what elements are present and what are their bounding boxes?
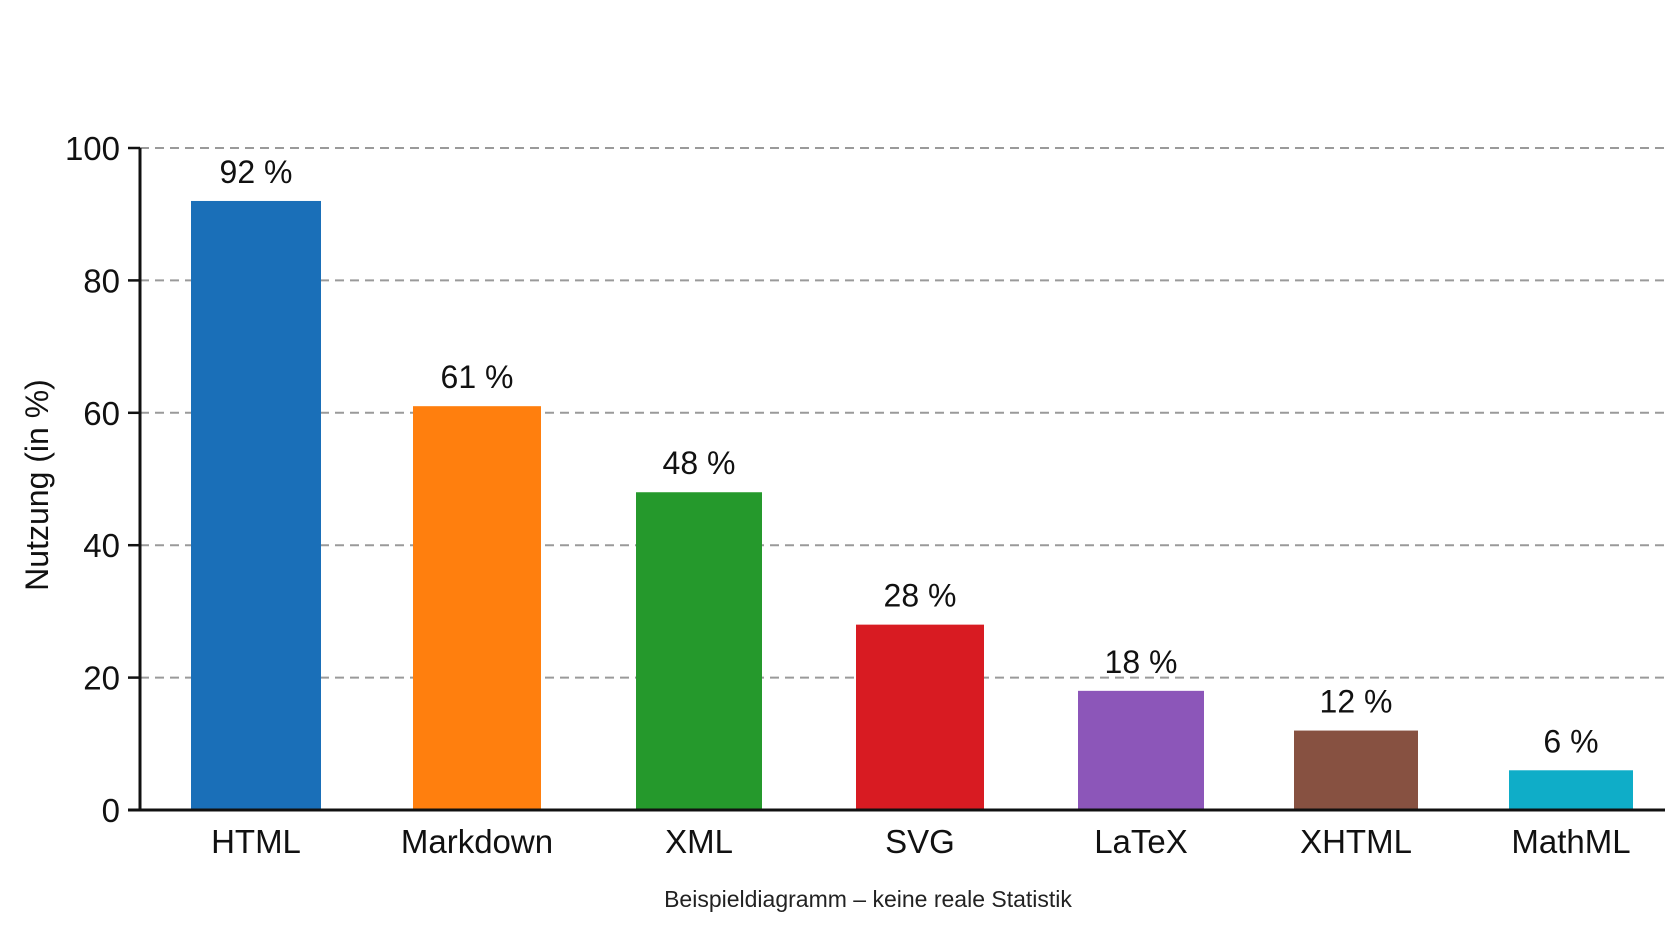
bar-markdown <box>413 406 541 810</box>
data-label-markdown: 61 % <box>441 359 514 395</box>
y-tick-label: 100 <box>65 130 120 167</box>
x-tick-label-xhtml: XHTML <box>1300 823 1412 860</box>
data-label-mathml: 6 % <box>1543 723 1598 759</box>
data-labels: 92 % 61 % 48 % 28 % 18 % 12 % 6 % <box>220 154 1599 759</box>
x-tick-label-latex: LaTeX <box>1094 823 1188 860</box>
bar-html <box>191 200 321 810</box>
x-tick-labels: HTML Markdown XML SVG LaTeX XHTML MathML <box>211 823 1631 860</box>
bar-mathml <box>1509 770 1633 810</box>
y-axis-title: Nutzung (in %) <box>19 379 55 591</box>
data-label-xml: 48 % <box>663 445 736 481</box>
x-tick-label-markdown: Markdown <box>401 823 553 860</box>
bar-svg <box>856 624 984 810</box>
bar-latex <box>1078 690 1204 810</box>
data-label-latex: 18 % <box>1105 644 1178 680</box>
data-label-html: 92 % <box>220 154 293 190</box>
y-tick-label: 80 <box>83 262 120 299</box>
y-tick-labels: 0 20 40 60 80 100 <box>65 130 140 829</box>
data-label-xhtml: 12 % <box>1320 684 1393 720</box>
bar-xhtml <box>1294 730 1418 810</box>
x-tick-label-mathml: MathML <box>1511 823 1630 860</box>
bars <box>191 200 1633 810</box>
y-tick-label: 0 <box>102 792 120 829</box>
y-tick-label: 40 <box>83 527 120 564</box>
x-tick-label-svg: SVG <box>885 823 955 860</box>
y-tick-label: 20 <box>83 660 120 697</box>
data-label-svg: 28 % <box>884 578 957 614</box>
y-tick-label: 60 <box>83 395 120 432</box>
chart-caption: Beispieldiagramm – keine reale Statistik <box>664 886 1072 912</box>
x-tick-label-html: HTML <box>211 823 301 860</box>
x-tick-label-xml: XML <box>665 823 733 860</box>
bar-xml <box>636 492 762 810</box>
axes <box>128 148 1665 812</box>
